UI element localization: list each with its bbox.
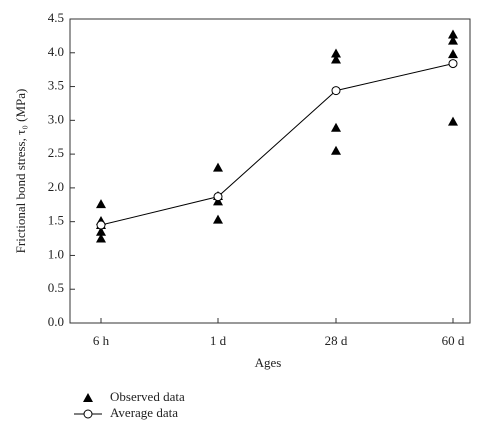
legend-label: Average data	[110, 405, 178, 420]
y-tick-label: 0.0	[48, 314, 64, 329]
x-tick-label: 28 d	[325, 333, 348, 348]
observed-point	[331, 145, 341, 155]
average-line	[100, 63, 454, 226]
legend-marker	[83, 409, 93, 419]
observed-point	[331, 54, 341, 64]
observed-point	[331, 122, 341, 132]
y-tick-label: 1.5	[48, 213, 64, 228]
y-tick-label: 0.5	[48, 280, 64, 295]
observed-point	[331, 48, 341, 58]
legend-marker	[83, 393, 93, 402]
plot-frame	[69, 18, 471, 324]
observed-point	[96, 199, 106, 209]
observed-point	[213, 162, 223, 172]
x-tick-label: 60 d	[442, 333, 465, 348]
x-tick-label: 6 h	[93, 333, 110, 348]
y-tick-label: 1.0	[48, 246, 64, 261]
y-tick-label: 2.0	[48, 179, 64, 194]
observed-point	[96, 233, 106, 243]
y-tick-label: 3.0	[48, 111, 64, 126]
y-axis-title: Frictional bond stress, τ₀ (MPa)	[13, 89, 28, 254]
y-tick-label: 2.5	[48, 145, 64, 160]
observed-point	[448, 29, 458, 39]
observed-point	[448, 35, 458, 45]
legend-label: Observed data	[110, 389, 185, 404]
observed-point	[213, 214, 223, 224]
average-point	[213, 192, 223, 202]
observed-point	[448, 49, 458, 59]
x-tick-label: 1 d	[210, 333, 227, 348]
average-point	[331, 86, 341, 96]
y-tick-label: 4.0	[48, 44, 64, 59]
x-axis-title: Ages	[255, 355, 282, 370]
observed-point	[448, 116, 458, 126]
observed-point	[96, 226, 106, 236]
y-tick-label: 3.5	[48, 78, 64, 93]
average-point	[96, 220, 106, 230]
average-point	[448, 59, 458, 69]
y-tick-label: 4.5	[48, 10, 64, 25]
